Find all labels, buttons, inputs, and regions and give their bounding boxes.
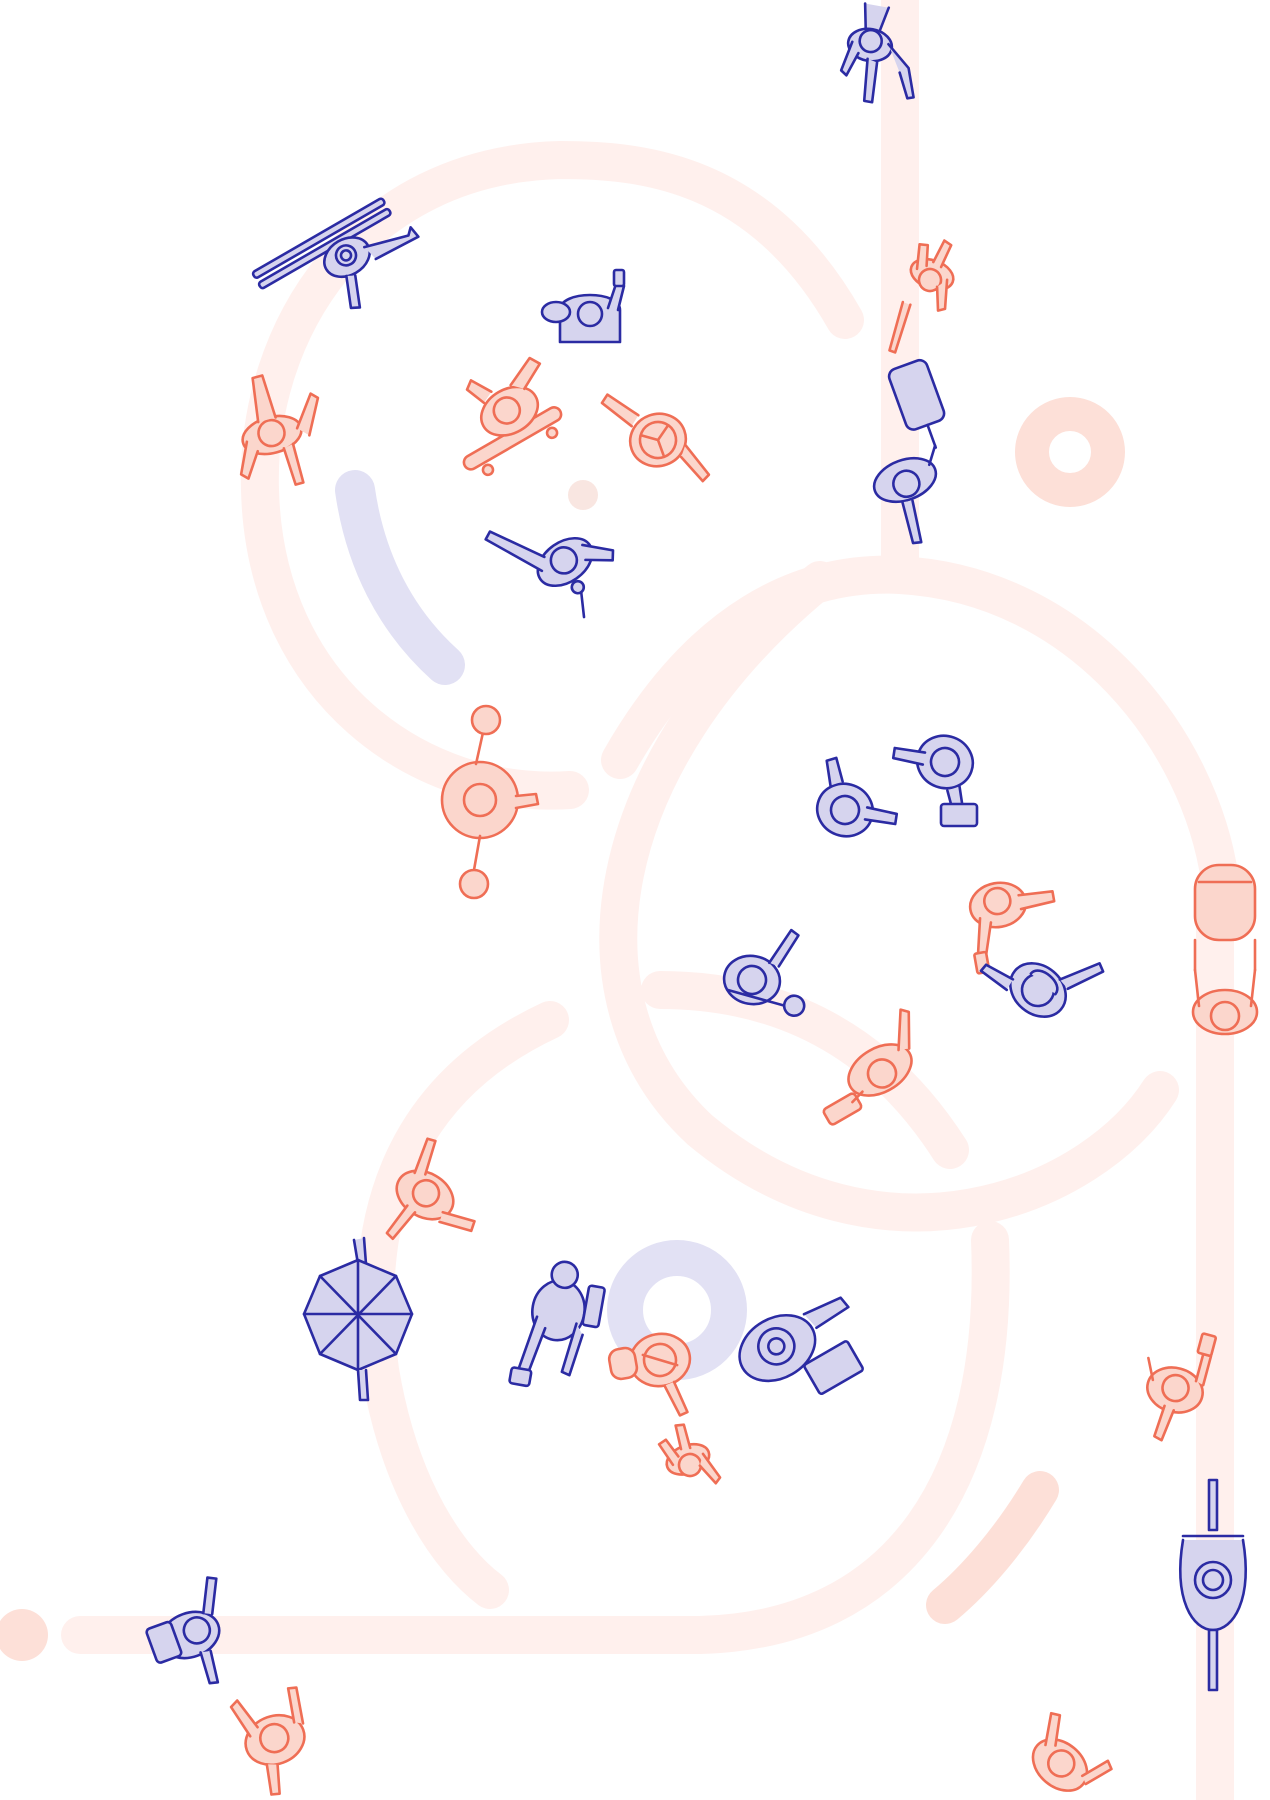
ring-inner-arc <box>641 971 969 1169</box>
walker-icon <box>229 1686 306 1796</box>
umbrella-walker-icon <box>302 1236 414 1402</box>
hat-walker-icon <box>600 393 711 483</box>
horizontal-path-bottom <box>61 1221 1010 1654</box>
skateboarder-icon <box>462 356 563 477</box>
handshake-icon <box>815 734 979 838</box>
large-ring-top <box>240 140 864 810</box>
dot-bottom-left <box>0 1609 48 1661</box>
walker-yoga-mat-icon <box>722 928 806 1018</box>
walker-icon <box>1031 1711 1113 1792</box>
headphones-walker-icon <box>979 962 1105 1018</box>
walker-phone-icon <box>968 881 1056 975</box>
person-with-box-icon <box>738 1296 864 1395</box>
person-with-bag-icon <box>607 1332 692 1417</box>
pink-accent-arc <box>926 1471 1059 1624</box>
person-sitting-phone-icon <box>540 268 626 344</box>
walker-icon <box>239 374 320 486</box>
cyclist-icon <box>1179 1478 1247 1692</box>
person-with-bag-icon <box>822 1008 913 1126</box>
walker-icon <box>888 231 969 354</box>
connector-diagonal <box>599 561 1179 1232</box>
walker-skis-icon <box>251 197 420 310</box>
background-paths <box>0 0 1239 1800</box>
walker-pointing-icon <box>484 530 615 619</box>
backpack-walker-icon <box>145 1576 221 1685</box>
suitcase-walker-icon <box>872 358 946 545</box>
figures <box>145 2 1259 1796</box>
walker-icon <box>385 1137 476 1241</box>
ring-middle <box>601 555 1239 899</box>
spinning-person-icon <box>440 704 540 900</box>
stroller-walker-icon <box>1191 863 1259 1036</box>
pink-ring-right <box>1015 397 1125 507</box>
small-center-dot <box>568 480 598 510</box>
person-crouching-icon <box>508 1260 606 1388</box>
walker-phone-icon <box>839 2 915 104</box>
walker-icon <box>653 1416 723 1499</box>
lavender-arc <box>335 470 465 685</box>
walker-phone-icon <box>1146 1332 1218 1442</box>
